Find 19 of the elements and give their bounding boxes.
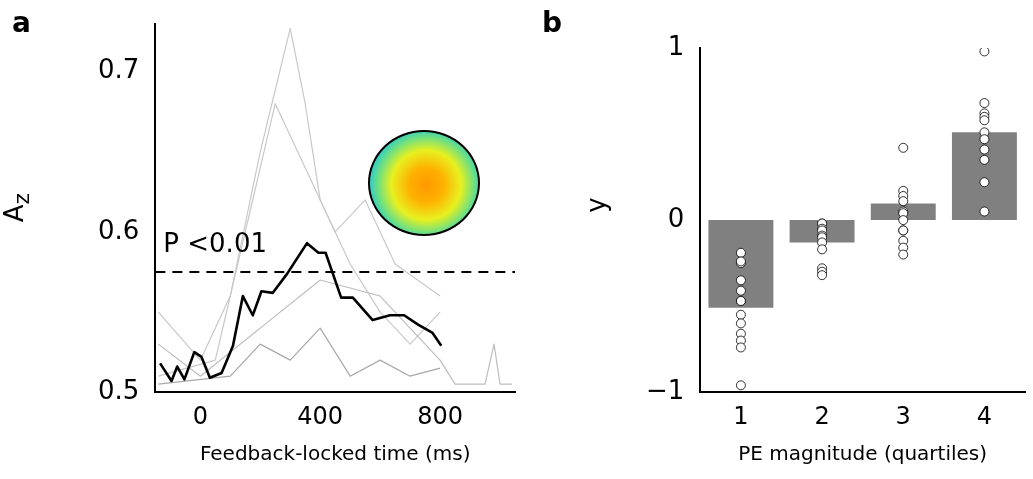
text: a bbox=[12, 6, 31, 39]
y-tick-label: 0.5 bbox=[97, 374, 140, 405]
y-tick-label: 0.6 bbox=[97, 214, 140, 245]
x-tick-label: 0 bbox=[192, 401, 208, 430]
y-tick-label: 0 bbox=[667, 202, 685, 233]
x-tick-label: 4 bbox=[976, 401, 993, 430]
x-tick-label: 1 bbox=[733, 401, 749, 430]
x-axis-title: PE magnitude (quartiles) bbox=[738, 441, 988, 466]
x-tick-label: 400 bbox=[297, 401, 344, 430]
y-axis-title: y bbox=[580, 197, 611, 213]
y-tick-label: −1 bbox=[646, 374, 685, 405]
y-tick-label: 1 bbox=[667, 30, 685, 61]
y-tick-label: 0.7 bbox=[97, 54, 140, 85]
x-tick-label: 3 bbox=[895, 401, 911, 430]
x-tick-label: 800 bbox=[417, 401, 463, 430]
ref-line-label: P <0.01 bbox=[163, 227, 267, 258]
text: b bbox=[542, 6, 563, 39]
x-axis-title: Feedback-locked time (ms) bbox=[199, 441, 471, 466]
x-tick-label: 2 bbox=[814, 401, 830, 430]
